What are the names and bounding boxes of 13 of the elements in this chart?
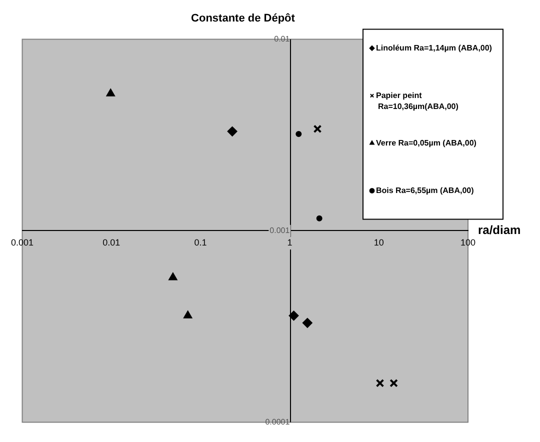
x-tick-label: 100 bbox=[460, 238, 476, 248]
x-tick-label: 1 bbox=[287, 238, 292, 248]
x-tick-label: 0.1 bbox=[194, 238, 207, 248]
chart-title: Constante de Dépôt bbox=[191, 12, 296, 25]
x-axis-title: ra/diam bbox=[478, 223, 521, 238]
x-tick-label: 10 bbox=[374, 238, 384, 248]
x-tick-label: 0.01 bbox=[102, 238, 120, 248]
legend-label: Papier peint Ra=10,36µm(ABA,00) bbox=[376, 90, 459, 111]
legend-label: Bois Ra=6,55µm (ABA,00) bbox=[376, 186, 474, 195]
legend-label: Linoléum Ra=1,14µm (ABA,00) bbox=[376, 43, 492, 52]
legend-label: Verre Ra=0,05µm (ABA,00) bbox=[376, 138, 477, 148]
x-tick-label: 0.001 bbox=[10, 238, 34, 248]
y-tick-label: 0.001 bbox=[270, 226, 290, 235]
